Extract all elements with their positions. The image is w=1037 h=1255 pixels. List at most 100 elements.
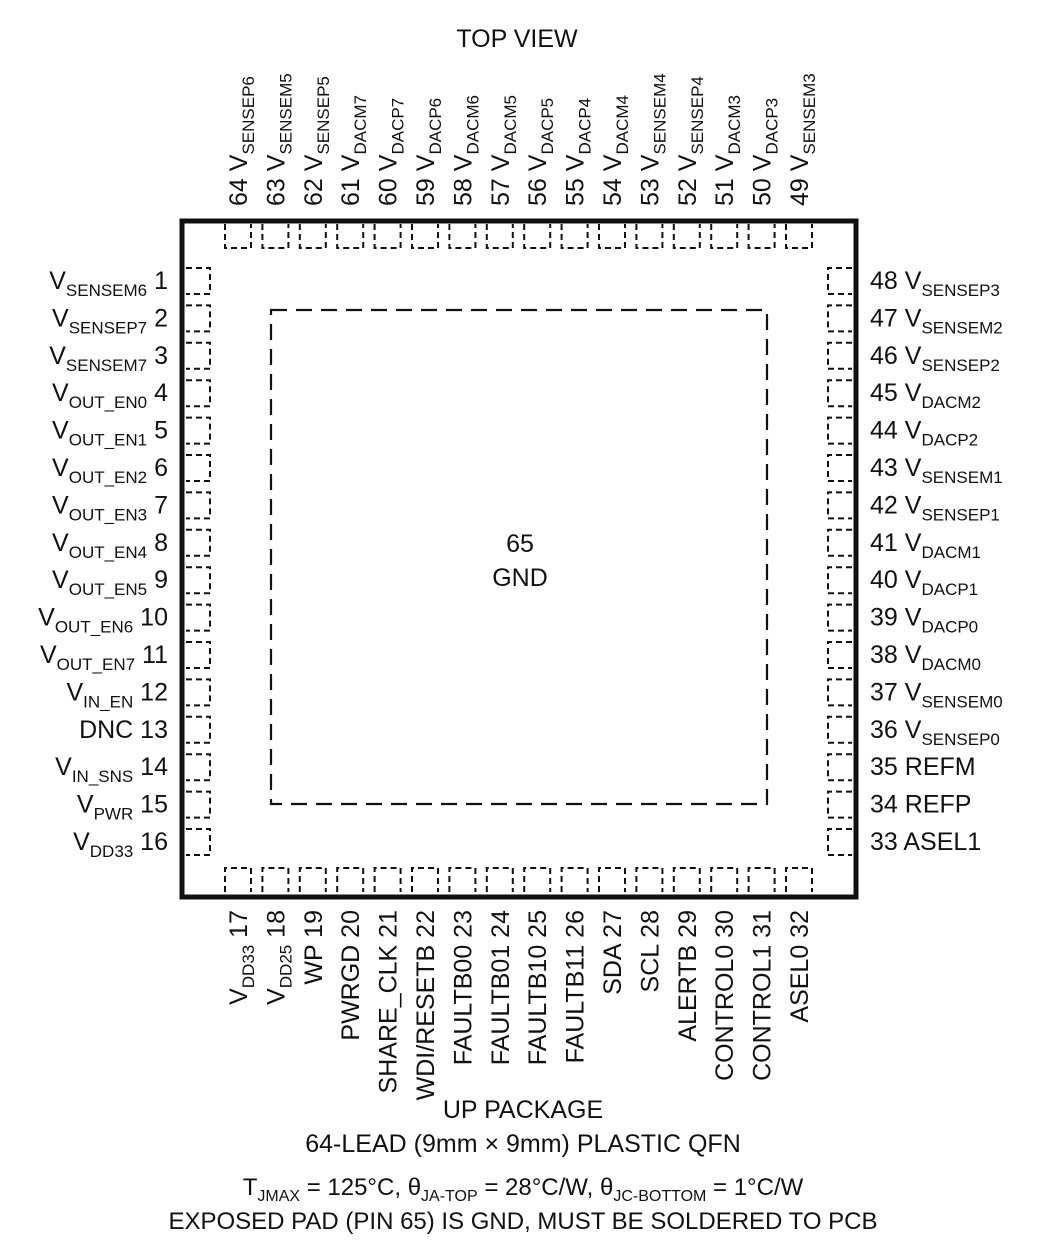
pin-label: 62 VSENSEP5​ (300, 76, 333, 206)
pin-label: 33 ASEL1 (870, 828, 981, 856)
pin-name-subscript: DD25 (276, 945, 295, 988)
pin-number: 42 (870, 491, 905, 519)
pin-label: VOUT_EN5​ 9 (52, 566, 168, 599)
pin-number: 17 (225, 910, 253, 945)
exposed-pad-note: EXPOSED PAD (PIN 65) IS GND, MUST BE SOL… (168, 1208, 877, 1235)
pin-pad (186, 267, 211, 295)
pin-number: 51 (711, 171, 739, 206)
pin-name: V (905, 491, 922, 519)
pin-name: V (487, 154, 515, 171)
pin-number: 49 (786, 171, 814, 206)
pin-pad (827, 341, 852, 370)
pin-name: V (562, 154, 590, 171)
pin-pad (747, 224, 776, 249)
pin-name-subscript: DACP5 (538, 98, 557, 155)
pin-name: V (262, 154, 290, 171)
pin-number: 11 (135, 641, 168, 669)
pin-number: 30 (711, 910, 739, 945)
pin-label: 42 VSENSEP1​ (870, 491, 1000, 524)
pin-number: 13 (133, 716, 168, 744)
pin-name: V (337, 154, 365, 171)
pin-label: WP 19 (300, 910, 328, 985)
pin-pad (785, 867, 813, 892)
pin-label: SCL 28 (636, 910, 664, 992)
pin-pad (523, 224, 552, 249)
pin-name-subscript: OUT_EN4 (69, 543, 147, 562)
pin-name: SDA (599, 943, 627, 995)
pin-name-subscript: DACM5 (501, 95, 520, 155)
pin-number: 12 (133, 678, 168, 706)
pin-label: VDD33​ 16 (73, 828, 168, 861)
pin-name-subscript: DACM3 (725, 95, 744, 155)
pin-label: VOUT_EN2​ 6 (52, 454, 168, 487)
pin-name: V (40, 641, 57, 669)
pin-name: V (375, 154, 403, 171)
pin-name: V (52, 379, 69, 407)
pin-number: 27 (599, 910, 627, 945)
pin-number: 39 (870, 604, 905, 632)
pin-number: 53 (636, 171, 664, 206)
pin-name: V (38, 604, 55, 632)
pin-name-subscript: DACP2 (921, 431, 978, 450)
pin-label: VIN_EN​ 12 (66, 678, 168, 711)
pin-pad (186, 304, 211, 333)
pin-name-subscript: SENSEP3 (921, 281, 999, 300)
pin-name-subscript: SENSEP5 (314, 76, 333, 154)
pin-pad (224, 867, 252, 892)
pin-pad (827, 790, 852, 819)
thermal-specs: TJMAX​ = 125°C, θJA-TOP​ = 28°C/W, θJC-B… (243, 1174, 804, 1205)
pin-pad (448, 867, 477, 892)
pin-number: 4 (147, 379, 168, 407)
pin-number: 50 (749, 171, 777, 206)
pin-pad (411, 867, 439, 892)
pin-number: 5 (147, 417, 168, 445)
pin-pad (827, 528, 852, 557)
pin-name: V (636, 154, 664, 171)
pin-name: V (524, 154, 552, 171)
thermal-text: = 28°C/W, θ (478, 1174, 614, 1201)
pin-name: V (905, 379, 922, 407)
exposed-pad-name: GND (492, 564, 548, 592)
pin-label: VIN_SNS​ 14 (55, 753, 168, 786)
pin-name: SHARE_CLK (375, 944, 403, 1093)
pin-name: PWRGD (337, 945, 365, 1041)
pin-number: 8 (147, 529, 168, 557)
pin-name: V (449, 154, 477, 171)
pin-name: SCL (636, 944, 664, 993)
pin-number: 23 (449, 910, 477, 945)
pin-name: V (49, 267, 66, 295)
pin-pad (298, 867, 327, 892)
pin-name: V (412, 154, 440, 171)
pin-label: 49 VSENSEM3​ (786, 73, 819, 206)
pin-name: REFP (905, 791, 972, 819)
pin-pad (827, 641, 852, 669)
pin-label: VOUT_EN1​ 5 (52, 417, 168, 450)
pin-number: 46 (870, 342, 905, 370)
pin-name: V (905, 417, 922, 445)
pin-name-subscript: DACM2 (921, 393, 981, 412)
pin-name-subscript: SENSEM5 (276, 73, 295, 154)
package-name: UP PACKAGE (443, 1096, 603, 1124)
pin-pad (672, 867, 701, 892)
pin-number: 47 (870, 304, 905, 332)
pin-label: 52 VSENSEP4​ (674, 76, 707, 206)
pin-name-subscript: DACM0 (921, 655, 981, 674)
pin-number: 3 (147, 342, 168, 370)
pin-name-subscript: DACM6 (463, 95, 482, 155)
pin-pad (261, 867, 290, 892)
pin-name: V (52, 304, 69, 332)
pin-name-subscript: SENSEP7 (69, 318, 147, 337)
pin-label: 46 VSENSEP2​ (870, 342, 1000, 375)
pin-name: FAULTB01 (487, 945, 515, 1065)
pin-label: 45 VDACM2​ (870, 379, 981, 412)
pin-pad (186, 603, 211, 632)
pin-number: 22 (412, 910, 440, 945)
pin-name: V (786, 154, 814, 171)
pin-name-subscript: SENSEP2 (921, 356, 999, 375)
pin-number: 54 (599, 171, 627, 206)
pin-number: 16 (133, 828, 168, 856)
pin-pad (485, 867, 514, 892)
pin-label: VOUT_EN7​ 11 (40, 641, 168, 674)
pin-pad (827, 304, 852, 333)
pin-name-subscript: OUT_EN6 (55, 618, 133, 637)
